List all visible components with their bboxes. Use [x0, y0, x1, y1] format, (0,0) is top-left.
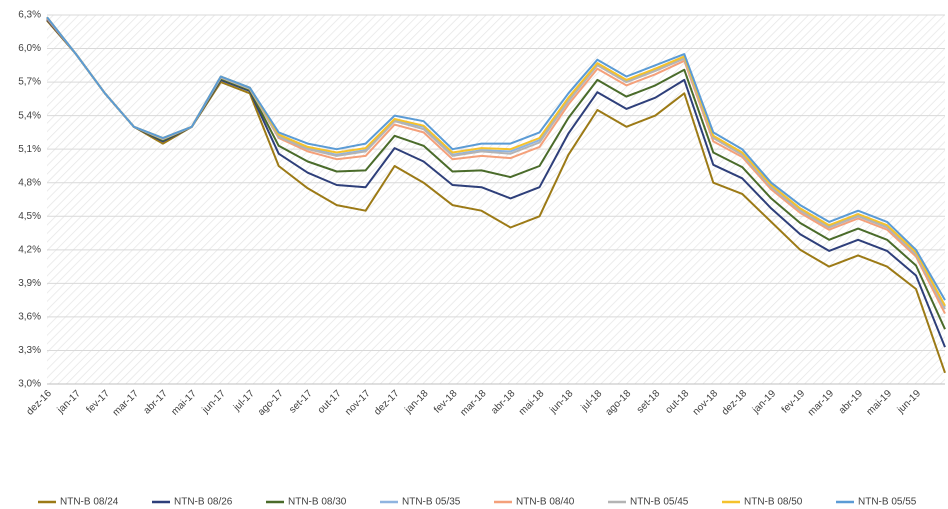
- legend-label: NTN-B 08/26: [174, 497, 233, 508]
- x-tick-label: jun-17: [200, 388, 228, 416]
- x-tick-label: ago-17: [256, 388, 286, 418]
- legend-label: NTN-B 05/55: [858, 497, 917, 508]
- x-tick-label: out-17: [316, 388, 344, 416]
- y-tick-label: 5,7%: [18, 77, 41, 88]
- x-tick-label: mai-18: [517, 388, 547, 418]
- series-line: [46, 16, 946, 301]
- x-tick-label: mai-19: [865, 388, 895, 418]
- x-tick-label: mar-17: [111, 388, 141, 418]
- x-tick-label: jan-17: [55, 388, 83, 416]
- y-tick-label: 3,0%: [18, 379, 41, 390]
- legend-label: NTN-B 05/35: [402, 497, 461, 508]
- y-tick-label: 3,3%: [18, 345, 41, 356]
- y-tick-label: 4,8%: [18, 177, 41, 188]
- x-tick-label: jan-19: [750, 388, 778, 416]
- x-tick-label: mai-17: [169, 388, 199, 418]
- y-tick-label: 4,5%: [18, 211, 41, 222]
- y-tick-label: 6,3%: [18, 10, 41, 21]
- x-tick-label: out-18: [663, 388, 691, 416]
- x-tick-label: jan-18: [402, 388, 430, 416]
- x-tick-label: set-18: [635, 388, 663, 416]
- x-tick-label: abr-18: [489, 388, 518, 417]
- x-tick-label: set-17: [287, 388, 315, 416]
- x-tick-label: jul-17: [231, 388, 257, 414]
- x-tick-label: mar-19: [806, 388, 836, 418]
- x-tick-label: jun-19: [895, 388, 923, 416]
- x-tick-label: dez-18: [720, 388, 750, 418]
- legend-label: NTN-B 08/24: [60, 497, 119, 508]
- x-tick-label: abr-17: [142, 388, 171, 417]
- legend-label: NTN-B 05/45: [630, 497, 689, 508]
- legend-label: NTN-B 08/50: [744, 497, 803, 508]
- x-tick-label: fev-18: [432, 388, 460, 416]
- x-tick-label: jun-18: [547, 388, 575, 416]
- x-tick-label: fev-19: [780, 388, 808, 416]
- x-tick-label: ago-18: [604, 388, 634, 418]
- x-tick-label: jul-18: [579, 388, 605, 414]
- y-tick-label: 3,9%: [18, 278, 41, 289]
- x-tick-label: fev-17: [84, 388, 112, 416]
- x-tick-label: dez-16: [25, 388, 55, 418]
- x-tick-label: nov-17: [343, 388, 373, 418]
- y-tick-label: 3,6%: [18, 312, 41, 323]
- y-tick-label: 4,2%: [18, 244, 41, 255]
- x-tick-label: nov-18: [691, 388, 721, 418]
- x-tick-label: dez-17: [372, 388, 402, 418]
- x-tick-label: abr-19: [837, 388, 866, 417]
- y-tick-label: 5,4%: [18, 110, 41, 121]
- plot-background: [47, 15, 945, 384]
- y-tick-label: 6,0%: [18, 43, 41, 54]
- legend-label: NTN-B 08/40: [516, 497, 575, 508]
- y-tick-label: 5,1%: [18, 144, 41, 155]
- x-tick-label: mar-18: [458, 388, 488, 418]
- legend-label: NTN-B 08/30: [288, 497, 347, 508]
